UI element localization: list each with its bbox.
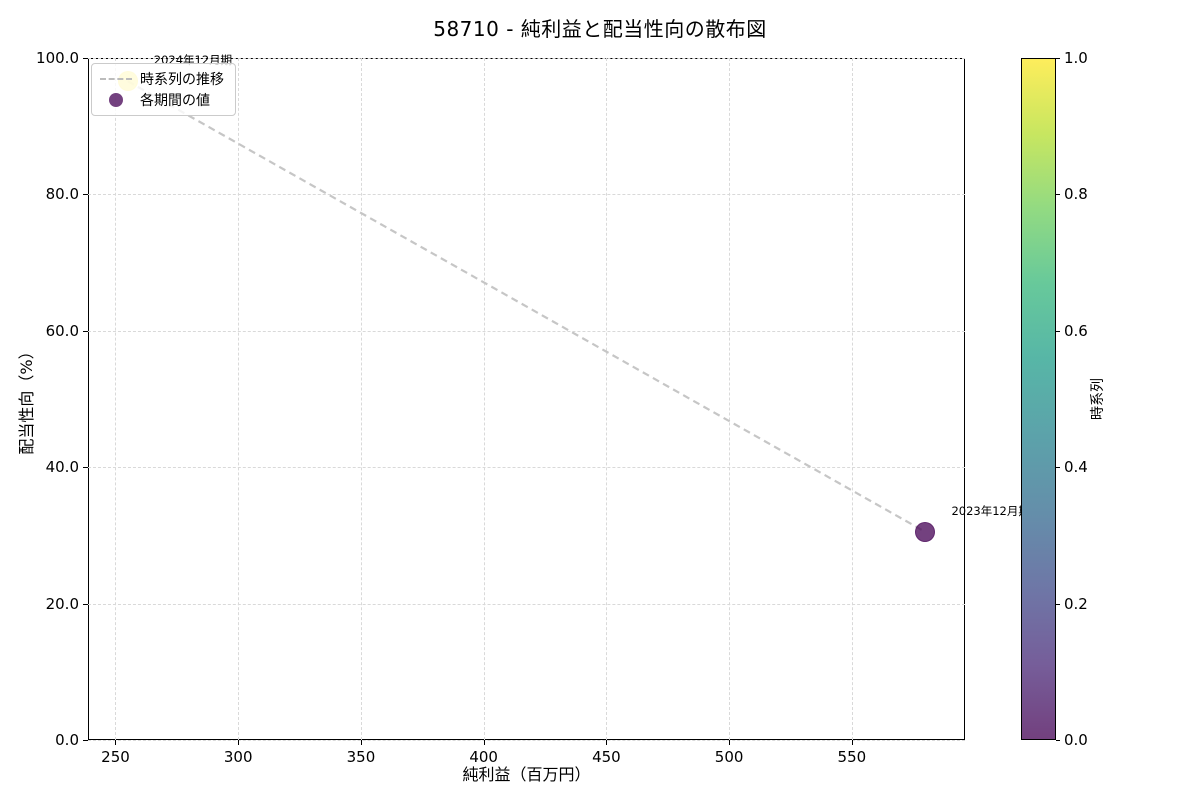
legend: 時系列の推移 各期間の値 xyxy=(91,63,236,116)
colorbar-tick xyxy=(1056,330,1060,332)
colorbar-tick xyxy=(1056,467,1060,469)
y-tick xyxy=(83,740,88,741)
colorbar-tick-label: 1.0 xyxy=(1064,49,1088,67)
colorbar-tick-label: 0.2 xyxy=(1064,594,1088,613)
y-tick-label: 20.0 xyxy=(45,594,79,613)
x-tick xyxy=(115,740,117,745)
y-tick-label: 60.0 xyxy=(45,321,79,340)
x-tick xyxy=(360,740,362,745)
x-tick xyxy=(851,740,853,745)
x-tick xyxy=(238,740,240,745)
plot-area xyxy=(88,58,965,740)
colorbar-gradient xyxy=(1022,59,1055,739)
legend-item-trajectory: 時系列の推移 xyxy=(100,70,224,88)
y-axis-label: 配当性向（%） xyxy=(17,343,36,455)
colorbar-tick xyxy=(1056,194,1060,196)
legend-item-period-values: 各期間の値 xyxy=(100,91,224,109)
y-gridline xyxy=(88,740,965,741)
y-tick-label: 40.0 xyxy=(45,458,79,477)
colorbar-label: 時系列 xyxy=(1090,378,1106,420)
legend-item-label: 各期間の値 xyxy=(140,93,210,109)
y-tick-label: 100.0 xyxy=(36,49,79,67)
colorbar-tick-label: 0.8 xyxy=(1064,185,1088,204)
x-tick xyxy=(729,740,731,745)
y-tick-label: 80.0 xyxy=(45,185,79,204)
colorbar-tick-label: 0.6 xyxy=(1064,321,1088,340)
scatter-marker-icon xyxy=(109,93,123,107)
x-tick xyxy=(606,740,608,745)
colorbar xyxy=(1021,58,1056,740)
colorbar-tick xyxy=(1056,58,1060,59)
legend-item-label: 時系列の推移 xyxy=(140,72,224,88)
x-tick xyxy=(483,740,485,745)
chart-title: 58710 - 純利益と配当性向の散布図 xyxy=(433,17,767,41)
colorbar-tick xyxy=(1056,740,1060,741)
colorbar-tick xyxy=(1056,603,1060,605)
colorbar-tick-label: 0.0 xyxy=(1064,731,1088,749)
x-axis-label: 純利益（百万円） xyxy=(462,765,591,784)
dashed-line-icon xyxy=(100,78,132,80)
colorbar-tick-label: 0.4 xyxy=(1064,458,1088,477)
y-tick-label: 0.0 xyxy=(55,731,79,749)
